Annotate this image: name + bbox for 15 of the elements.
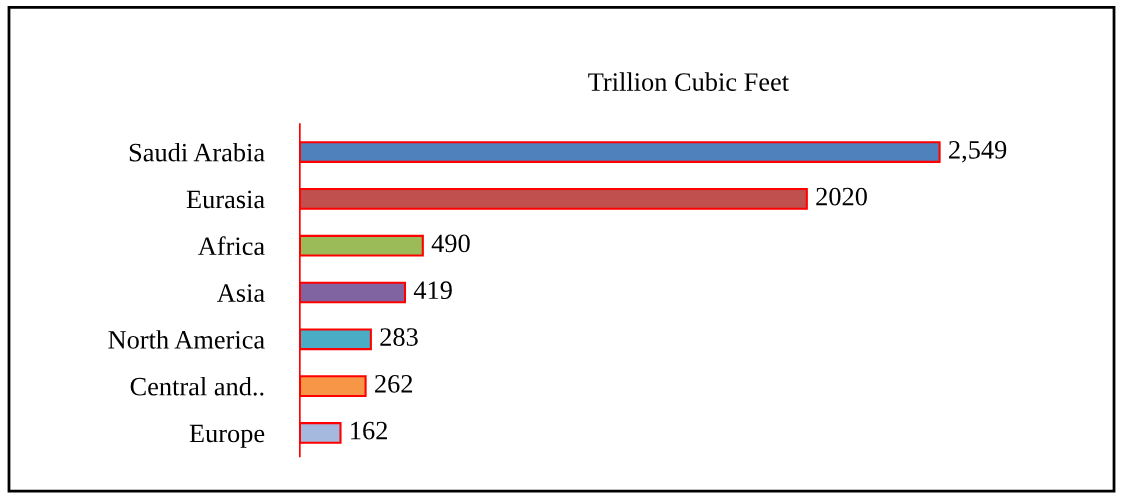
y-tick-label: North America: [108, 330, 265, 349]
y-tick-label: Europe: [189, 424, 265, 448]
data-label: 2020: [816, 187, 867, 206]
y-tick-label: Africa: [197, 236, 265, 256]
y-tick-label: Central and..: [130, 376, 264, 396]
chart-title: Trillion Cubic Feet: [588, 72, 789, 91]
data-label: 490: [431, 234, 470, 253]
y-tick-label: Saudi Arabia: [129, 142, 265, 162]
data-label: 2,549: [949, 140, 1007, 163]
data-label: 162: [351, 421, 387, 440]
data-label: 283: [380, 328, 418, 346]
data-label: 419: [413, 281, 452, 300]
data-label: 262: [375, 374, 413, 393]
y-tick-label: Eurasia: [186, 190, 265, 209]
y-tick-label: Asia: [217, 284, 265, 302]
